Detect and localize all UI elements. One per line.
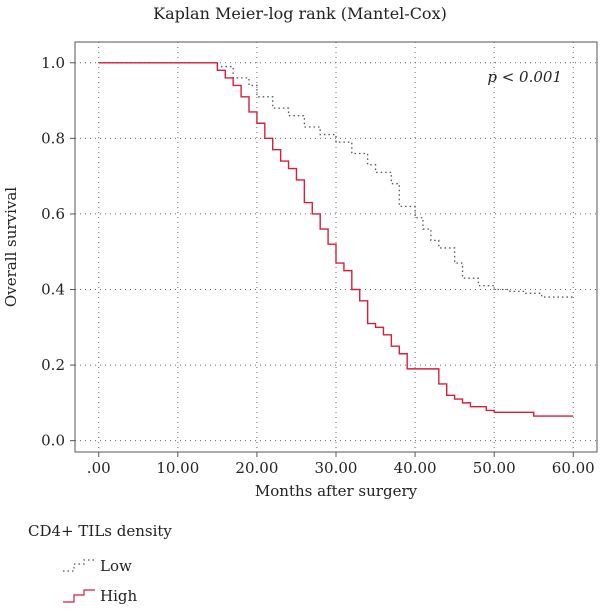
legend-title: CD4+ TILs density xyxy=(28,522,172,540)
legend-item-high: High xyxy=(62,587,137,605)
legend-swatch-low xyxy=(63,559,95,572)
survival-chart: .00 10.00 20.00 30.00 40.00 50.00 60.00 0.0 0.2 0… xyxy=(2,41,598,500)
p-value-annotation: p < 0.001 xyxy=(487,68,562,86)
x-tick-label: 60.00 xyxy=(552,459,595,477)
x-tick-label: .00 xyxy=(87,459,111,477)
y-tick-label: 0.2 xyxy=(41,356,65,374)
survival-curve-low xyxy=(98,62,574,299)
legend-item-low: Low xyxy=(62,557,132,575)
series-layer xyxy=(98,62,574,417)
x-tick-label: 50.00 xyxy=(473,459,516,477)
y-tick-label: 0.4 xyxy=(41,281,65,299)
y-tick-label: 0.0 xyxy=(41,432,65,450)
legend-swatch-high xyxy=(63,589,95,603)
legend-label-low: Low xyxy=(100,557,132,575)
x-tick-label: 20.00 xyxy=(235,459,278,477)
x-tick-label: 30.00 xyxy=(315,459,358,477)
axis-layer: .00 10.00 20.00 30.00 40.00 50.00 60.00 0.0 0.2 0… xyxy=(41,54,595,477)
chart-title: Kaplan Meier-log rank (Mantel-Cox) xyxy=(153,4,447,23)
x-tick-label: 40.00 xyxy=(394,459,437,477)
x-axis-label: Months after surgery xyxy=(255,482,418,500)
y-axis-label: Overall survival xyxy=(2,187,20,307)
y-tick-label: 0.8 xyxy=(41,129,65,147)
survival-curve-high xyxy=(98,62,574,417)
legend-label-high: High xyxy=(100,587,138,605)
y-tick-label: 1.0 xyxy=(41,54,65,72)
y-tick-label: 0.6 xyxy=(41,205,65,223)
x-tick-label: 10.00 xyxy=(156,459,199,477)
